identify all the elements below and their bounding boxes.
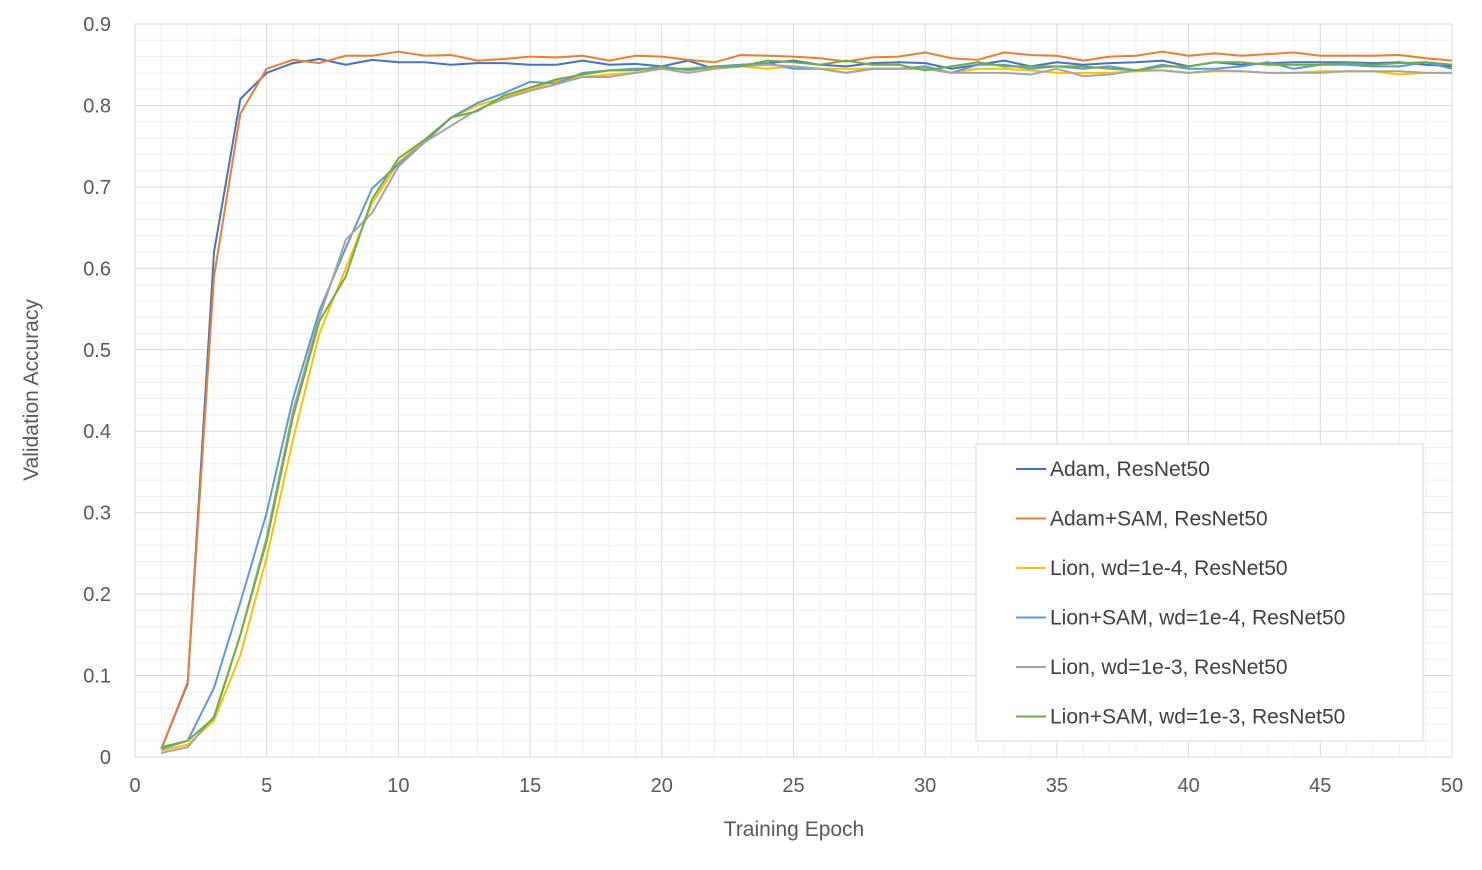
y-tick-label: 0 [100,747,111,769]
y-tick-label: 0.6 [83,258,111,280]
y-tick-label: 0.9 [83,14,111,36]
x-tick-label: 5 [261,775,272,797]
y-tick-label: 0.1 [83,666,111,688]
x-tick-label: 35 [1046,775,1068,797]
y-tick-label: 0.2 [83,584,111,606]
x-tick-label: 50 [1441,775,1463,797]
series-line-5 [161,63,1452,754]
x-tick-label: 25 [782,775,804,797]
x-tick-label: 45 [1309,775,1331,797]
y-tick-label: 0.7 [83,177,111,199]
x-tick-label: 0 [129,775,140,797]
legend-label: Adam+SAM, ResNet50 [1050,508,1268,531]
x-tick-label: 40 [1177,775,1199,797]
series-line-6 [161,59,1453,749]
y-tick-label: 0.5 [83,340,111,362]
y-tick-label: 0.3 [83,503,111,525]
x-axis-title: Training Epoch [724,818,864,841]
legend-label: Lion, wd=1e-4, ResNet50 [1050,557,1288,580]
legend-box [975,443,1424,742]
x-tick-label: 10 [387,775,409,797]
series-line-4 [161,61,1453,750]
legend: Adam, ResNet50 Adam+SAM, ResNet50 Lion, wd… [975,443,1424,742]
legend-label: Lion+SAM, wd=1e-4, ResNet50 [1050,607,1345,630]
legend-label: Lion, wd=1e-3, ResNet50 [1050,656,1288,679]
x-tick-label: 30 [914,775,936,797]
y-axis-title: Validation Accuracy [20,299,43,481]
y-tick-label: 0.8 [83,95,111,117]
x-tick-label: 20 [651,775,673,797]
x-tick-label: 15 [519,775,541,797]
y-tick-label: 0.4 [83,421,111,443]
legend-label: Adam, ResNet50 [1050,458,1210,481]
legend-label: Lion+SAM, wd=1e-3, ResNet50 [1050,706,1345,729]
series-line-2 [160,50,1453,750]
